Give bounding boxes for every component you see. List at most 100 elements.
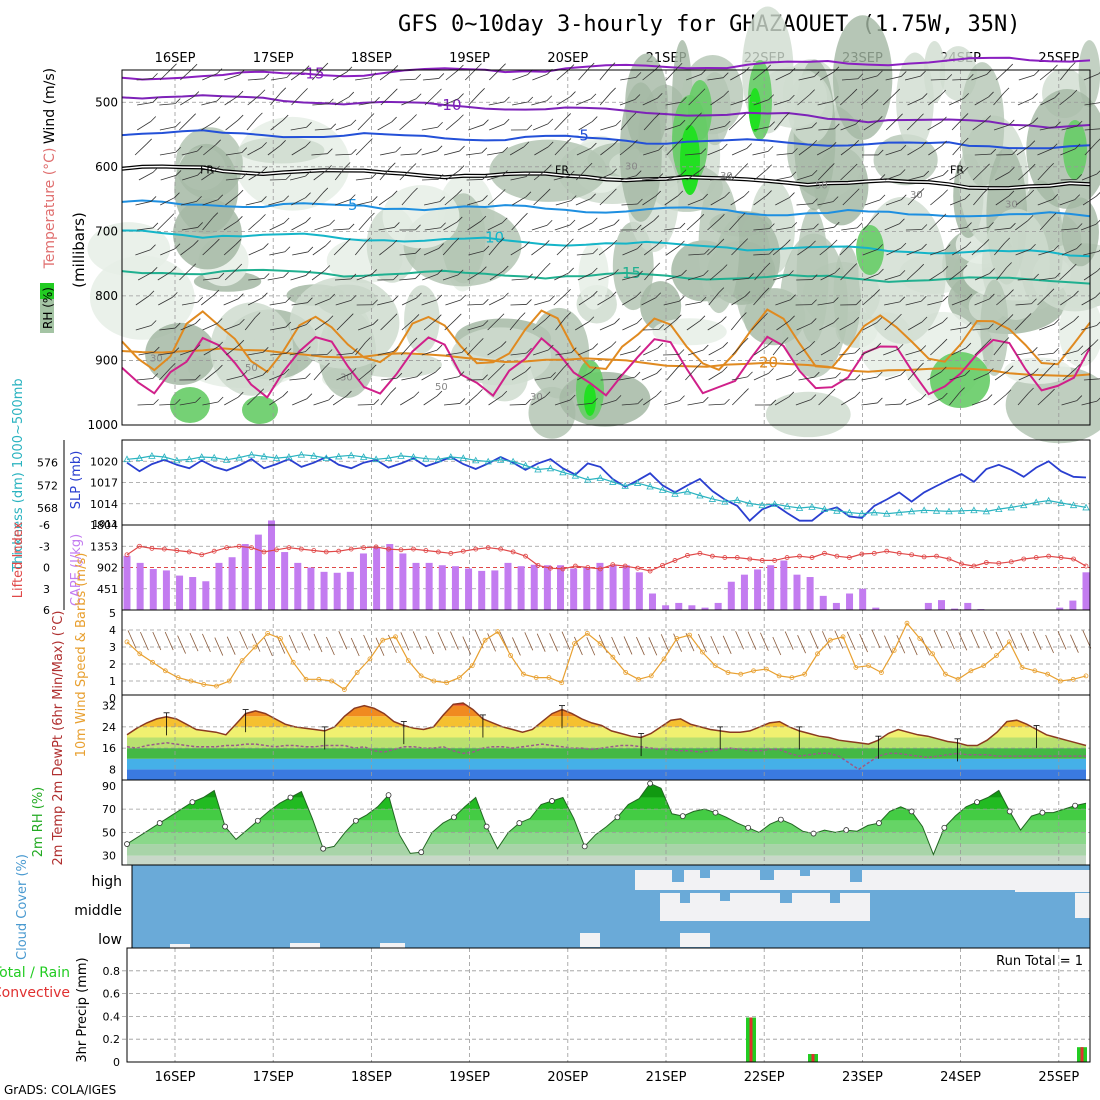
- wind-barb: [436, 390, 443, 397]
- wind-barb: [239, 631, 248, 650]
- wind-barb: [1076, 243, 1082, 249]
- wind-barb: [411, 337, 418, 344]
- wind-barb: [796, 323, 812, 331]
- wind-barb: [436, 344, 443, 351]
- wind-barb: [1081, 296, 1096, 306]
- wind-barb: [152, 167, 159, 173]
- rh-shading: [896, 52, 934, 150]
- wind-barb: [811, 299, 817, 305]
- wind-barb: [270, 77, 287, 81]
- wind-barb: [811, 169, 818, 176]
- wind-barb: [334, 278, 351, 281]
- wind-barb: [747, 371, 753, 378]
- wind-barb: [338, 631, 348, 650]
- wind-barb: [904, 75, 921, 81]
- wind-barb: [577, 348, 593, 356]
- wind-speed-marker: [1058, 678, 1063, 684]
- wind-barb: [1074, 143, 1081, 150]
- cape-bar: [727, 581, 735, 610]
- y-axis-label-left: Thickness (dm) 1000~500mb: [11, 378, 26, 572]
- wind-barb: [269, 179, 286, 181]
- cape-bar: [149, 569, 157, 610]
- wind-barb: [834, 123, 840, 130]
- thickness-marker: [982, 507, 991, 515]
- wind-barb: [1059, 268, 1072, 281]
- cape-bar: [780, 560, 788, 610]
- rh-marker: [516, 820, 523, 826]
- wind-barb: [972, 328, 989, 331]
- rh-marker: [1039, 809, 1046, 816]
- wind-speed-marker: [674, 636, 680, 641]
- lifted-index-marker: [983, 560, 989, 565]
- wind-barb: [666, 143, 678, 156]
- wind-barb: [940, 213, 947, 220]
- y-tick-label: 2: [109, 658, 116, 671]
- wind-barb: [375, 637, 385, 656]
- wind-barb: [1060, 148, 1076, 156]
- wind-barb: [423, 248, 439, 256]
- cape-bar: [1056, 607, 1064, 610]
- lifted-index-marker: [348, 546, 354, 552]
- wind-barb: [421, 299, 437, 306]
- wind-barb: [819, 71, 835, 81]
- wind-barb: [930, 194, 943, 206]
- wind-barb: [710, 635, 720, 655]
- cape-bar: [924, 602, 932, 610]
- isotherm-label: -10: [437, 96, 462, 114]
- wind-barb: [201, 294, 215, 306]
- wind-barb: [512, 74, 528, 81]
- wind-barb: [673, 633, 682, 652]
- wind-barb: [214, 165, 220, 172]
- wind-barb: [817, 201, 834, 206]
- wind-barb: [175, 121, 181, 128]
- wind-barb: [467, 325, 484, 331]
- lifted-index-marker: [734, 555, 740, 560]
- thickness-marker: [447, 453, 455, 460]
- wind-barb: [905, 350, 921, 356]
- rh-line: [126, 782, 1087, 856]
- date-label-bottom: 25SEP: [1038, 1070, 1079, 1085]
- wind-barb: [615, 395, 622, 401]
- wind-speed-marker: [661, 656, 667, 662]
- wind-barb: [906, 268, 920, 281]
- wind-barb: [468, 93, 480, 106]
- lifted-index-marker: [460, 548, 466, 554]
- wind-barb: [703, 270, 709, 276]
- cape-bar: [832, 602, 840, 610]
- wind-barb: [653, 215, 660, 221]
- wind-barb: [450, 631, 459, 650]
- cape-bar: [846, 593, 854, 610]
- wind-barb: [614, 318, 620, 324]
- wind-barb: [721, 264, 728, 270]
- wind-barb: [224, 268, 238, 281]
- wind-barb: [813, 371, 820, 378]
- y-tick-label: 0.4: [103, 1010, 121, 1023]
- wind-barb: [835, 372, 841, 378]
- y-tick-label: 900: [95, 353, 118, 367]
- wind-barb: [568, 238, 574, 245]
- wind-speed-marker: [508, 653, 514, 658]
- wind-barb: [1051, 143, 1058, 150]
- wind-barb: [622, 275, 638, 281]
- wind-barb: [333, 228, 350, 231]
- wind-speed-marker: [380, 637, 386, 643]
- wind-speed-marker: [495, 629, 501, 635]
- lifted-index-marker: [560, 566, 566, 572]
- wind-barb: [906, 118, 919, 131]
- rh-moist: [930, 352, 990, 408]
- wind-barb: [350, 368, 357, 374]
- wind-speed-marker: [1083, 673, 1089, 679]
- lifted-index-marker: [423, 548, 429, 553]
- wind-barb: [702, 193, 708, 200]
- wind-barb: [313, 633, 323, 653]
- wind-barb: [766, 190, 772, 196]
- wind-barb: [622, 322, 638, 331]
- wind-barb: [546, 219, 553, 226]
- wind-barb: [324, 362, 330, 369]
- wind-barb: [830, 142, 837, 148]
- wind-barb: [636, 224, 642, 231]
- wind-barb: [732, 342, 744, 356]
- wind-barb: [212, 212, 219, 219]
